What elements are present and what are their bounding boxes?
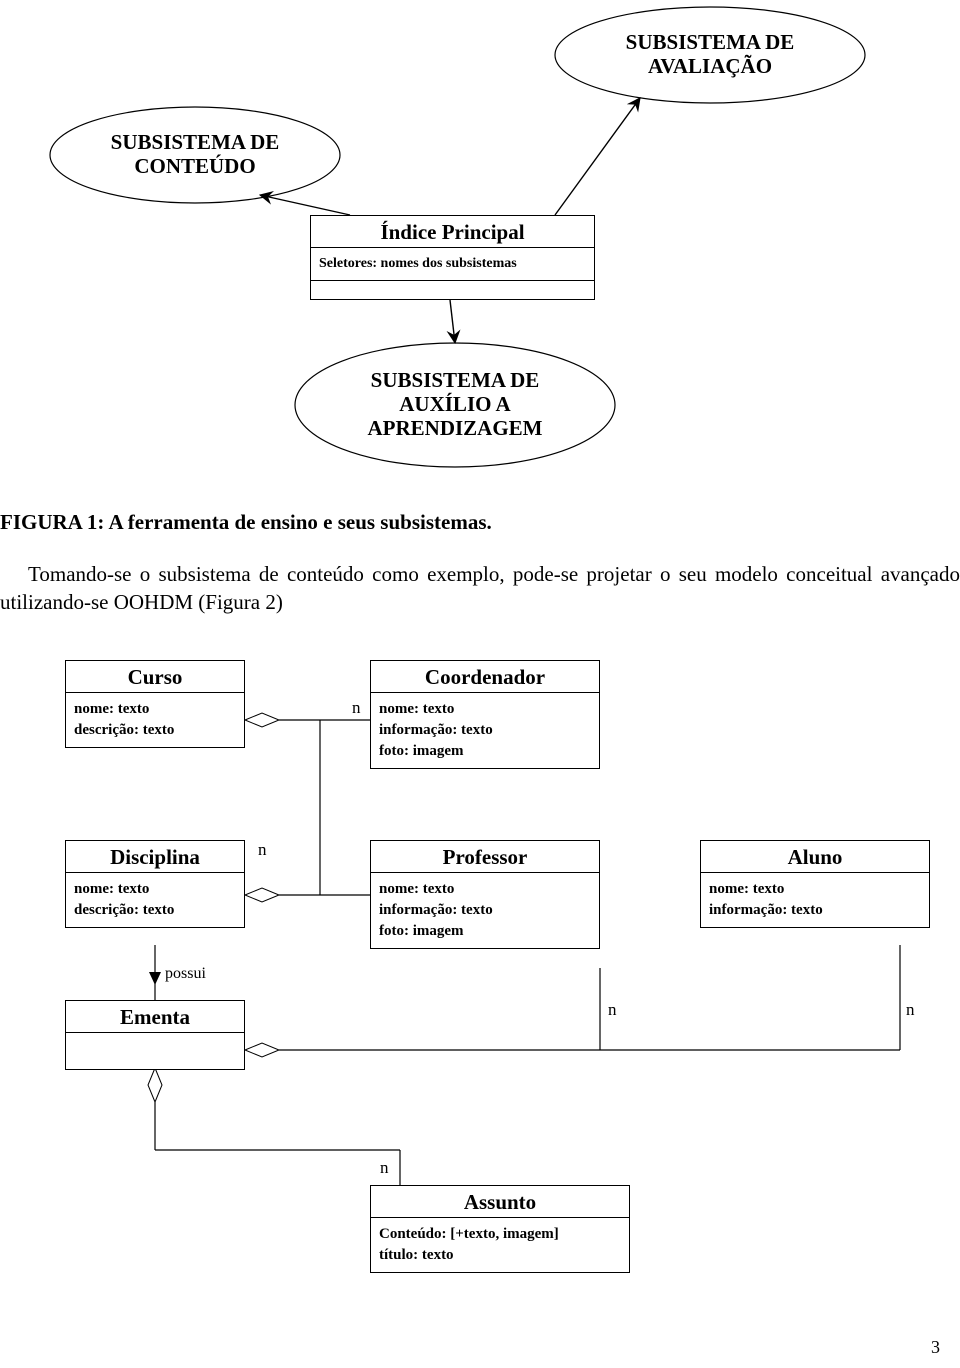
diamond-disc bbox=[245, 888, 279, 902]
arrow-to-conteudo bbox=[260, 195, 350, 215]
assunto-title: Assunto bbox=[371, 1186, 629, 1218]
ellipse-avaliacao bbox=[555, 7, 865, 103]
class-disciplina: Disciplina nome: texto descrição: texto bbox=[65, 840, 245, 928]
assunto-attr-1: título: texto bbox=[379, 1247, 621, 1264]
diamond-ementa-right bbox=[245, 1043, 279, 1057]
diamond-curso-coord bbox=[245, 713, 279, 727]
assunto-attr-0: Conteúdo: [+texto, imagem] bbox=[379, 1226, 621, 1243]
coord-attr-2: foto: imagem bbox=[379, 743, 591, 760]
prof-title: Professor bbox=[371, 841, 599, 873]
arrow-to-auxilio bbox=[450, 300, 455, 343]
aluno-attr-0: nome: texto bbox=[709, 881, 921, 898]
disc-title: Disciplina bbox=[66, 841, 244, 873]
curso-attr-0: nome: texto bbox=[74, 701, 236, 718]
arrow-to-avaliacao bbox=[555, 98, 640, 215]
coord-title: Coordenador bbox=[371, 661, 599, 693]
curso-title: Curso bbox=[66, 661, 244, 693]
ellipse-auxilio bbox=[295, 343, 615, 467]
mult-curso-coord: n bbox=[352, 698, 361, 718]
mult-assunto-n: n bbox=[380, 1158, 389, 1178]
class-assunto: Assunto Conteúdo: [+texto, imagem] títul… bbox=[370, 1185, 630, 1273]
indice-title: Índice Principal bbox=[311, 216, 594, 248]
class-curso: Curso nome: texto descrição: texto bbox=[65, 660, 245, 748]
page-number: 3 bbox=[931, 1337, 940, 1358]
coord-attr-0: nome: texto bbox=[379, 701, 591, 718]
mult-disc-top: n bbox=[258, 840, 267, 860]
curso-attr-1: descrição: texto bbox=[74, 722, 236, 739]
aluno-title: Aluno bbox=[701, 841, 929, 873]
figure-caption: FIGURA 1: A ferramenta de ensino e seus … bbox=[0, 510, 960, 535]
mult-aluno-n: n bbox=[906, 1000, 915, 1020]
diagram-canvas: SUBSISTEMA DE AVALIAÇÃO SUBSISTEMA DE CO… bbox=[0, 0, 960, 1368]
indice-box: Índice Principal Seletores: nomes dos su… bbox=[310, 215, 595, 300]
disc-attr-0: nome: texto bbox=[74, 881, 236, 898]
prof-attr-1: informação: texto bbox=[379, 902, 591, 919]
class-professor: Professor nome: texto informação: texto … bbox=[370, 840, 600, 949]
class-ementa: Ementa bbox=[65, 1000, 245, 1070]
coord-attr-1: informação: texto bbox=[379, 722, 591, 739]
ementa-title: Ementa bbox=[66, 1001, 244, 1033]
indice-subtitle: Seletores: nomes dos subsistemas bbox=[319, 256, 586, 272]
diamond-ementa bbox=[148, 1068, 162, 1102]
body-paragraph: Tomando-se o subsistema de conteúdo como… bbox=[0, 560, 960, 617]
mult-prof-n: n bbox=[608, 1000, 617, 1020]
disc-attr-1: descrição: texto bbox=[74, 902, 236, 919]
arrow-possui bbox=[149, 972, 161, 985]
rel-possui: possui bbox=[165, 965, 206, 983]
class-coordenador: Coordenador nome: texto informação: text… bbox=[370, 660, 600, 769]
prof-attr-0: nome: texto bbox=[379, 881, 591, 898]
class-aluno: Aluno nome: texto informação: texto bbox=[700, 840, 930, 928]
prof-attr-2: foto: imagem bbox=[379, 923, 591, 940]
ellipse-conteudo bbox=[50, 107, 340, 203]
aluno-attr-1: informação: texto bbox=[709, 902, 921, 919]
